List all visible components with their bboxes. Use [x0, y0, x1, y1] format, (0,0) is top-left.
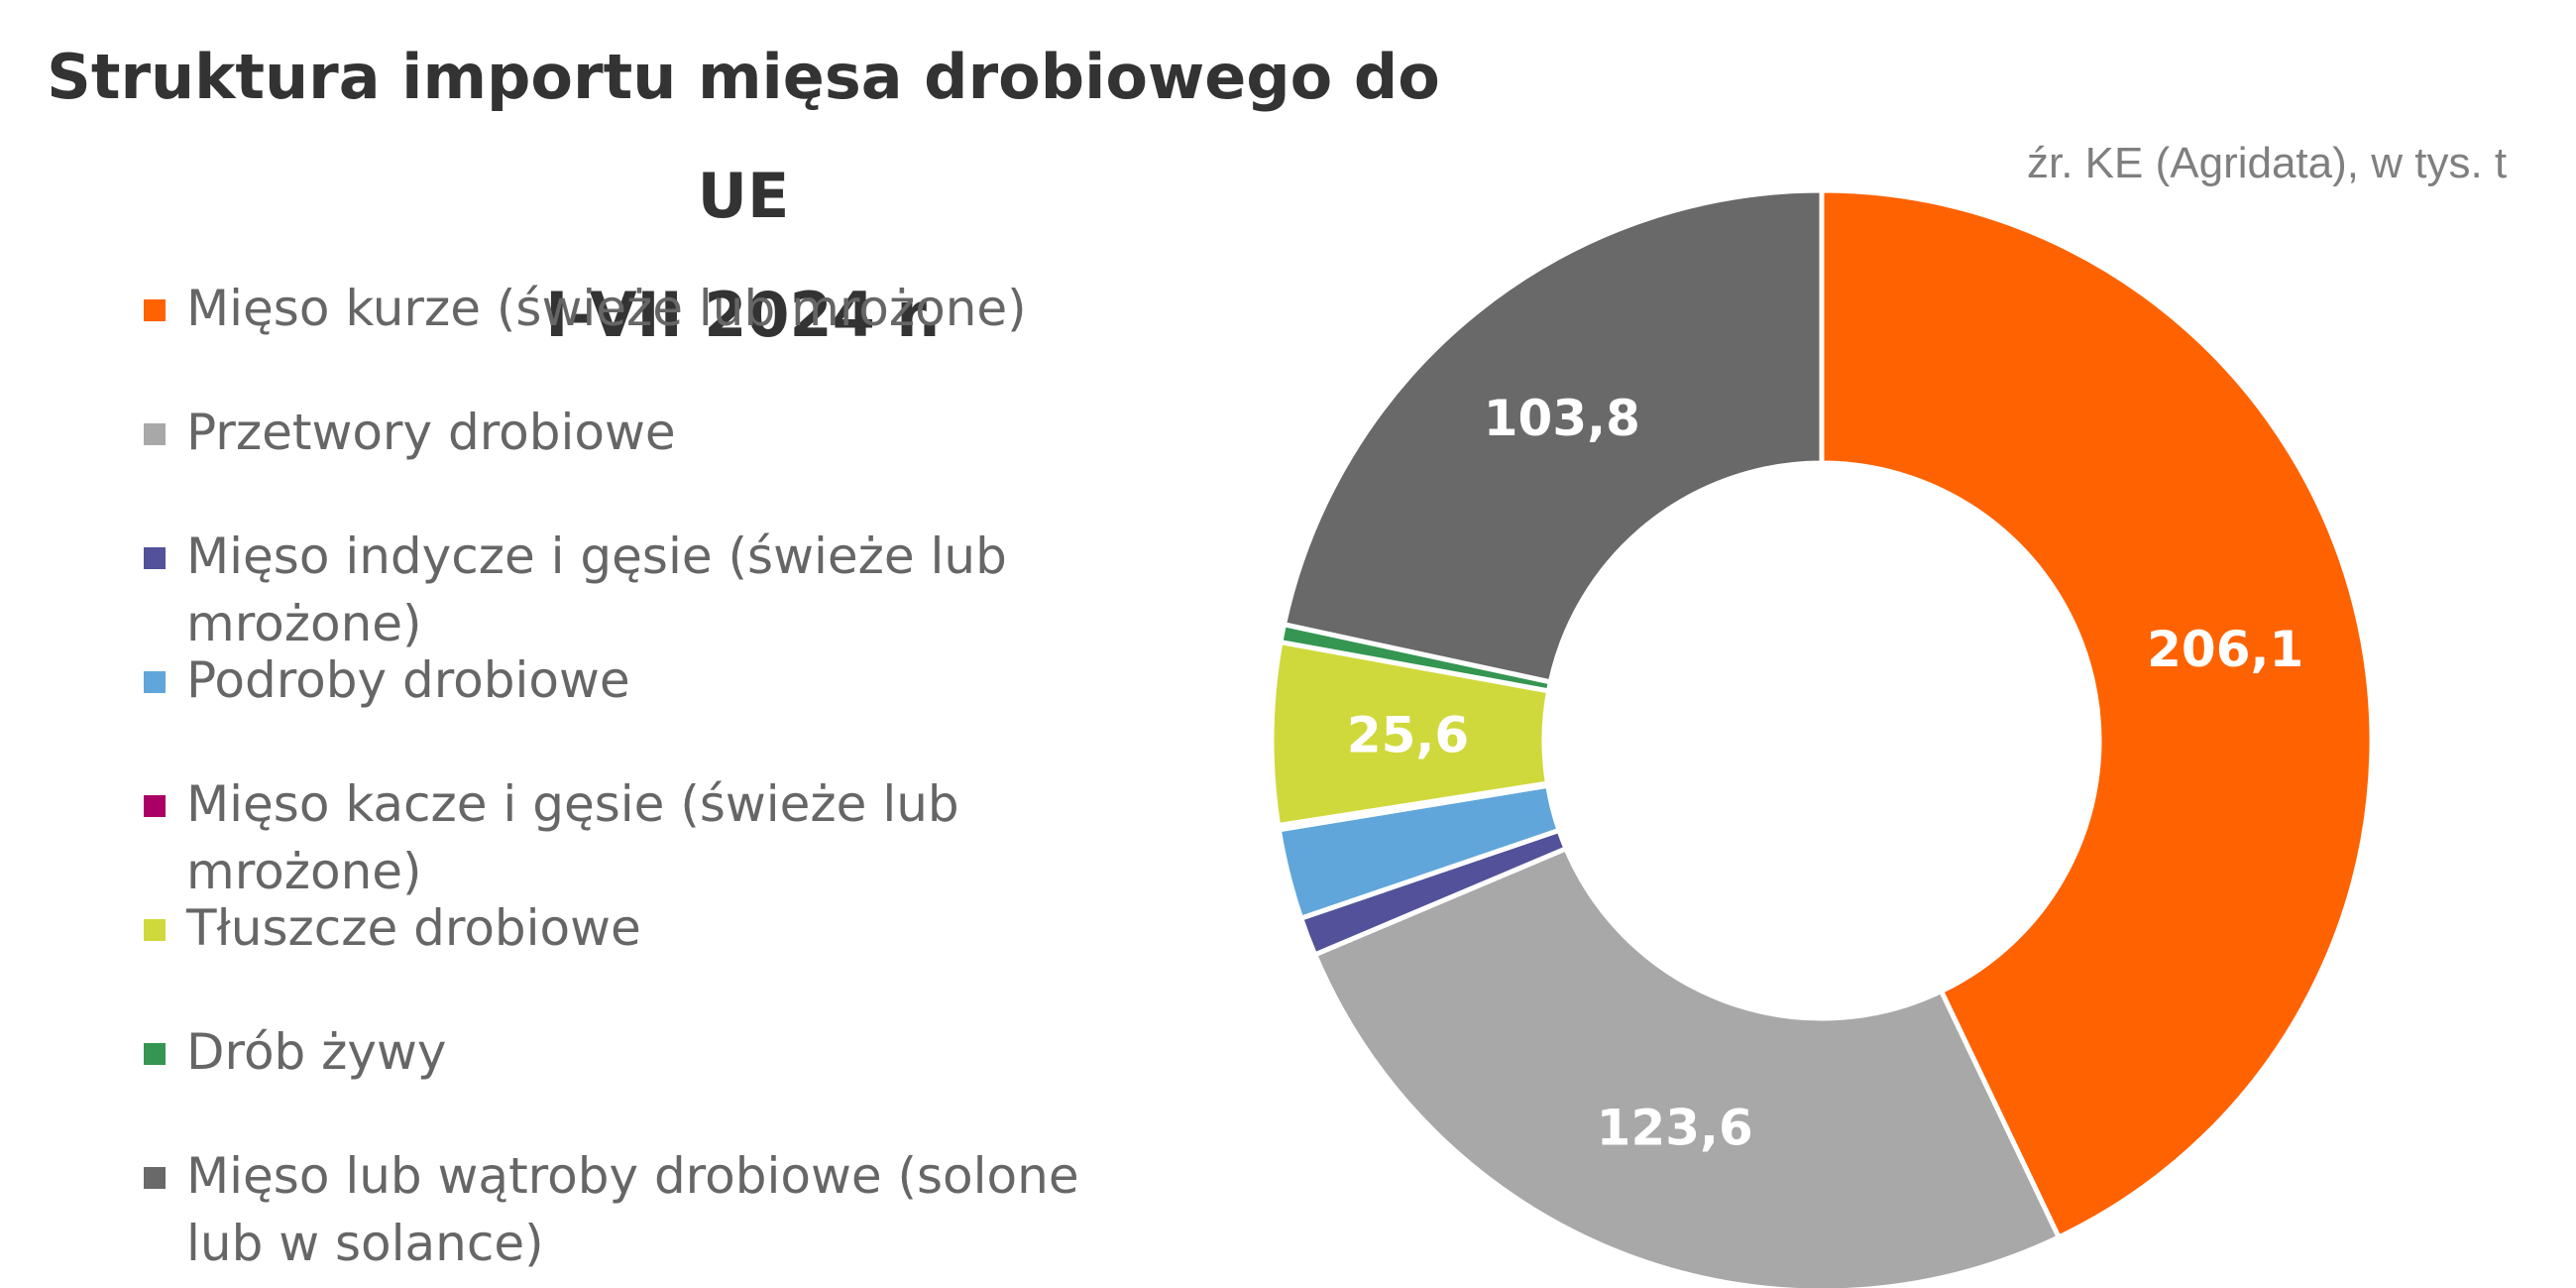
legend-swatch — [144, 1167, 166, 1189]
source-note: źr. KE (Agridata), w tys. t — [2027, 139, 2508, 187]
data-label-mieso-kurze-swieze-lub-mrozone: 206,1 — [2147, 621, 2303, 678]
legend-swatch — [144, 671, 166, 693]
data-label-przetwory-drobiowe: 123,6 — [1597, 1099, 1753, 1156]
chart-title-line-2: I-VII 2024 r. — [545, 279, 942, 351]
legend-swatch — [144, 423, 166, 445]
data-label-mieso-lub-watroby-drobiowe-solone-lub-w-solance: 103,8 — [1484, 390, 1640, 447]
legend-swatch — [144, 299, 166, 321]
legend-label: Mięso indycze i gęsie (świeże lub mrożon… — [186, 527, 1007, 652]
legend-label: Tłuszcze drobiowe — [186, 899, 641, 957]
legend-label: Przetwory drobiowe — [186, 404, 676, 461]
legend-label: Podroby drobiowe — [186, 651, 630, 709]
chart-title-line-1: Struktura importu mięsa drobiowego do UE — [47, 41, 1440, 232]
legend-label: Mięso kurze (świeże lub mrożone) — [186, 280, 1027, 337]
legend-label: Drób żywy — [186, 1023, 447, 1081]
slice-mieso-kurze-swieze-lub-mrozone — [1819, 187, 2375, 1240]
slice-mieso-lub-watroby-drobiowe-solone-lub-w-solance — [1282, 187, 1825, 685]
legend-swatch — [144, 547, 166, 569]
slice-przetwory-drobiowe — [1312, 846, 2062, 1288]
legend-swatch — [144, 1043, 166, 1065]
legend-label: Mięso kacze i gęsie (świeże lub mrożone) — [186, 775, 959, 900]
legend-swatch — [144, 795, 166, 817]
legend-swatch — [144, 919, 166, 941]
legend-label: Mięso lub wątroby drobiowe (solone lub w… — [186, 1147, 1079, 1272]
data-label-tluszcze-drobiowe: 25,6 — [1347, 707, 1469, 764]
chart-title: Struktura importu mięsa drobiowego do UE… — [0, 18, 1487, 375]
